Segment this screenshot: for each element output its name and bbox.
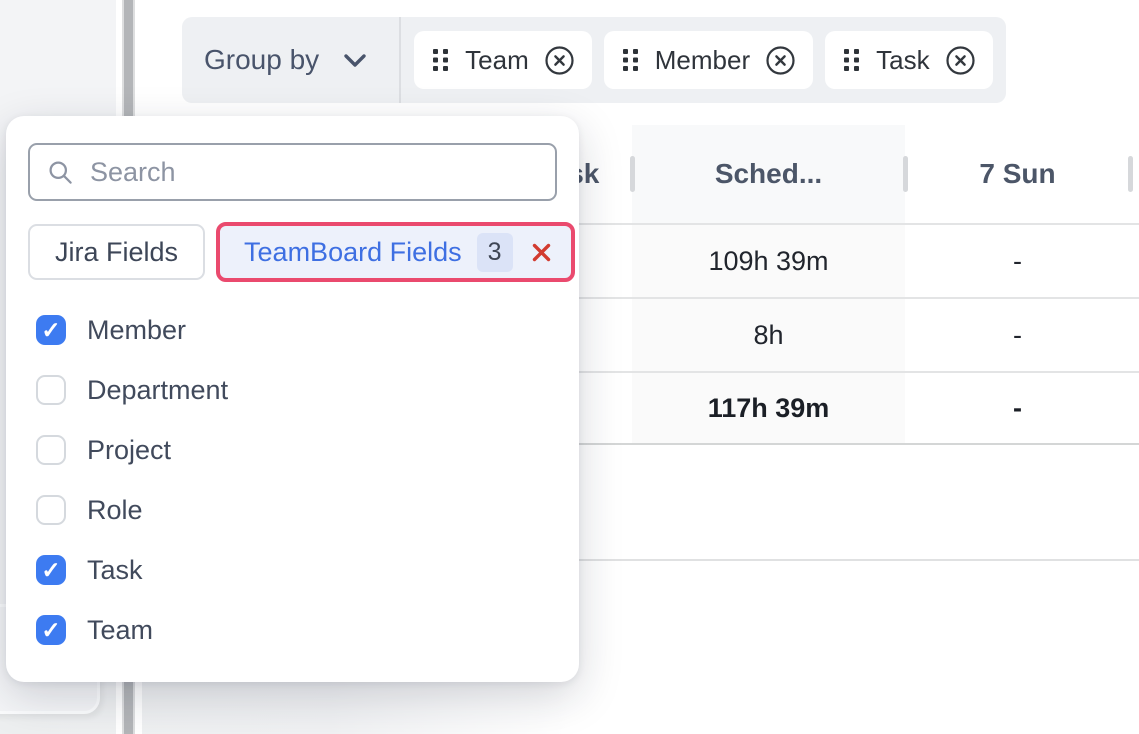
chip-task[interactable]: Task <box>825 31 993 89</box>
column-divider[interactable] <box>630 156 635 192</box>
chip-label: Task <box>876 44 930 75</box>
chevron-down-icon <box>344 53 366 67</box>
field-option-role[interactable]: Role <box>36 480 557 540</box>
day-cell: - <box>1013 245 1022 276</box>
field-option-task[interactable]: Task <box>36 540 557 600</box>
grid-line <box>440 559 1139 561</box>
field-option-team[interactable]: Team <box>36 600 557 660</box>
day-cell: - <box>1013 319 1022 350</box>
tab-jira-fields[interactable]: Jira Fields <box>28 224 206 280</box>
chip-label: Member <box>654 44 751 75</box>
column-header-day: 7 Sun <box>979 158 1056 189</box>
field-option-project[interactable]: Project <box>36 420 557 480</box>
tab-label: TeamBoard Fields <box>244 236 462 267</box>
day-total-cell: - <box>1013 392 1022 423</box>
checkbox[interactable] <box>36 315 66 345</box>
schedule-table: Task Sched... 7 Sun 109h 39m - 8h - 117h… <box>505 125 1139 445</box>
scheduled-cell: 8h <box>632 299 905 371</box>
clear-fields-x-icon[interactable] <box>528 239 555 266</box>
drag-handle-icon <box>844 49 860 71</box>
drag-handle-icon <box>622 49 638 71</box>
scheduled-cell: 109h 39m <box>632 225 905 297</box>
chip-remove-icon[interactable] <box>544 45 575 76</box>
checkbox[interactable] <box>36 375 66 405</box>
checkbox[interactable] <box>36 435 66 465</box>
drag-handle-icon <box>433 49 449 71</box>
field-label: Department <box>87 374 229 405</box>
chip-member[interactable]: Member <box>603 31 814 89</box>
column-divider[interactable] <box>1128 156 1133 192</box>
checkbox[interactable] <box>36 495 66 525</box>
field-label: Role <box>87 494 143 525</box>
table-total-row: 117h 39m - <box>505 371 1139 445</box>
field-option-member[interactable]: Member <box>36 300 557 360</box>
group-by-toolbar: Group by Team Member <box>182 17 1006 103</box>
search-icon <box>49 160 72 184</box>
column-divider[interactable] <box>903 156 908 192</box>
chip-team[interactable]: Team <box>414 31 592 89</box>
column-header-scheduled: Sched... <box>632 125 905 223</box>
search-input[interactable] <box>90 156 538 188</box>
search-box <box>28 143 557 201</box>
table-row: 109h 39m - <box>505 223 1139 297</box>
field-source-tabs: Jira Fields TeamBoard Fields 3 <box>28 222 575 282</box>
chip-label: Team <box>465 44 529 75</box>
backdrop <box>0 681 600 734</box>
group-by-label: Group by <box>204 44 320 75</box>
field-option-department[interactable]: Department <box>36 360 557 420</box>
group-by-chips: Team Member Task <box>401 17 1005 103</box>
field-label: Member <box>87 314 187 345</box>
field-label: Project <box>87 434 172 465</box>
scheduled-total-cell: 117h 39m <box>632 373 905 443</box>
checkbox[interactable] <box>36 615 66 645</box>
tab-teamboard-fields[interactable]: TeamBoard Fields 3 <box>216 222 575 282</box>
group-by-button[interactable]: Group by <box>182 17 402 103</box>
selected-count-badge: 3 <box>476 232 513 272</box>
checkbox[interactable] <box>36 555 66 585</box>
tab-label: Jira Fields <box>55 236 179 267</box>
field-label: Task <box>87 554 143 585</box>
chip-remove-icon[interactable] <box>765 45 796 76</box>
table-row: 8h - <box>505 297 1139 371</box>
field-checkbox-list: Member Department Project Role Task Team <box>36 300 557 660</box>
table-header-row: Task Sched... 7 Sun <box>505 125 1139 223</box>
chip-remove-icon[interactable] <box>945 45 976 76</box>
field-label: Team <box>87 614 154 645</box>
group-by-dropdown-panel: Jira Fields TeamBoard Fields 3 Member De… <box>6 116 579 682</box>
